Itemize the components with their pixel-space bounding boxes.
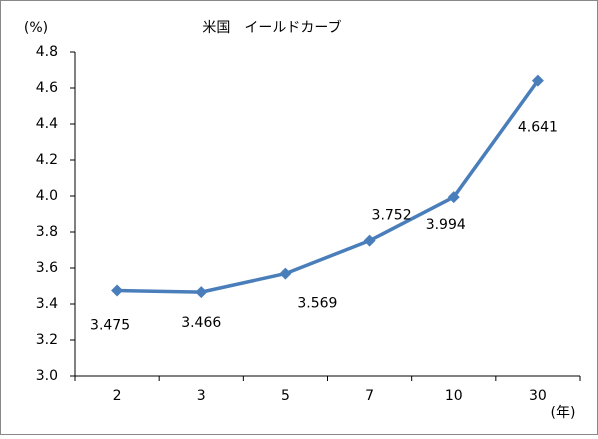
x-tick-label: 7 — [365, 388, 374, 404]
x-tick-label: 5 — [281, 388, 290, 404]
data-label: 3.569 — [297, 296, 337, 312]
data-label: 3.466 — [181, 315, 221, 331]
y-tick-label: 3.4 — [36, 296, 58, 312]
data-label: 3.752 — [372, 208, 412, 224]
y-tick-label: 4.6 — [36, 80, 58, 96]
x-axis-label: (年) — [551, 405, 576, 421]
y-tick-label: 3.8 — [36, 224, 58, 240]
y-tick-label: 3.0 — [36, 368, 58, 384]
data-point — [279, 267, 292, 280]
chart-title: 米国 イールドカーブ — [202, 19, 341, 36]
y-tick-label: 3.6 — [36, 260, 58, 276]
y-tick-label: 4.0 — [36, 188, 58, 204]
series-line — [117, 79, 540, 294]
data-label: 4.641 — [518, 120, 558, 136]
data-point — [447, 191, 460, 204]
x-tick-label: 3 — [197, 388, 206, 404]
y-tick-label: 4.8 — [36, 44, 58, 60]
x-tick-label: 30 — [529, 388, 547, 404]
y-tick-label: 4.4 — [36, 116, 58, 132]
x-tick-label: 10 — [445, 388, 463, 404]
data-label: 3.475 — [90, 318, 130, 334]
data-label: 3.994 — [426, 217, 466, 233]
data-point — [531, 74, 544, 87]
data-point — [363, 234, 376, 247]
data-point — [195, 286, 208, 299]
data-point — [111, 284, 124, 297]
x-tick-label: 2 — [113, 388, 122, 404]
y-axis-label: (%) — [24, 20, 48, 36]
y-tick-label: 4.2 — [36, 152, 58, 168]
y-tick-label: 3.2 — [36, 332, 58, 348]
